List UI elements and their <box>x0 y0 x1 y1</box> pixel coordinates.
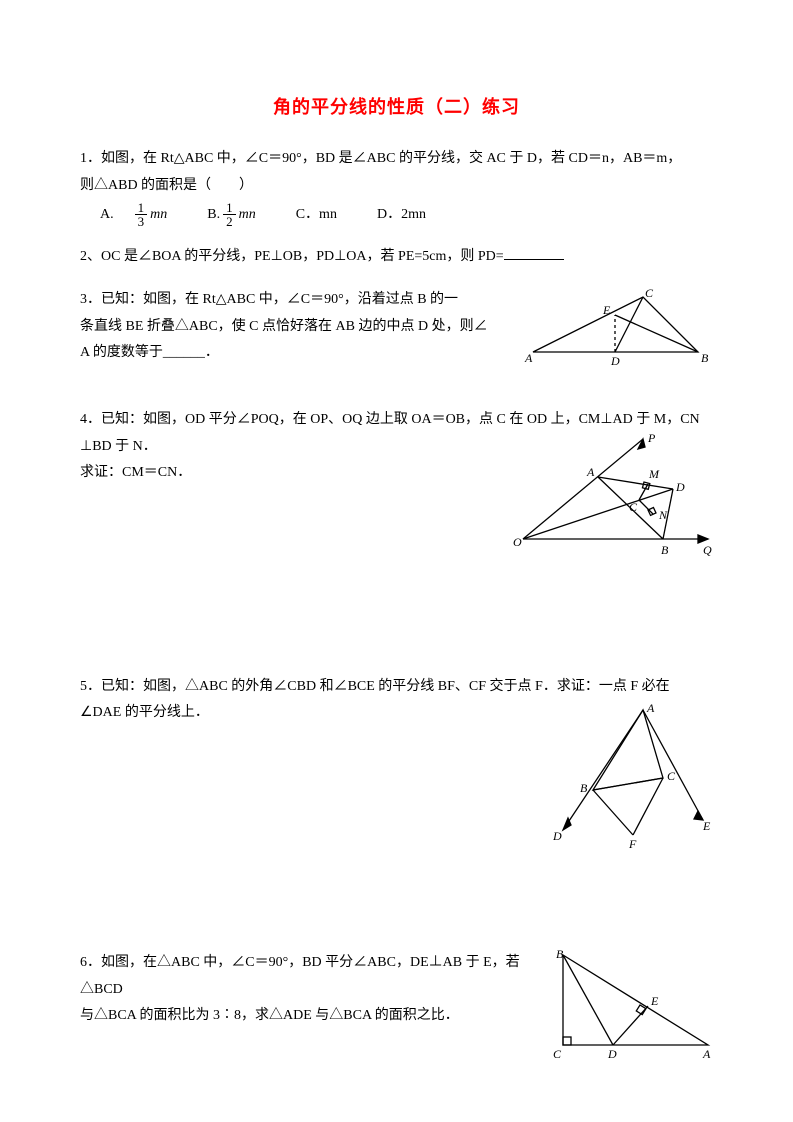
q1-option-c: C．mn <box>296 202 337 229</box>
question-5: 5．已知：如图，△ABC 的外角∠CBD 和∠BCE 的平分线 BF、CF 交于… <box>80 674 713 851</box>
q6-l2: 与△BCA 的面积比为 3∶8，求△ADE 与△BCA 的面积之比． <box>80 1003 541 1030</box>
question-4: 4．已知：如图，OD 平分∠POQ，在 OP、OQ 边上取 OA＝OB，点 C … <box>80 407 713 564</box>
frac-num: 1 <box>223 201 236 215</box>
svg-text:C: C <box>667 769 676 783</box>
svg-text:A: A <box>646 701 655 715</box>
svg-text:B: B <box>661 543 669 557</box>
q2-text: 2、OC 是∠BOA 的平分线，PE⊥OB，PD⊥OA，若 PE=5cm，则 P… <box>80 249 504 264</box>
svg-text:E: E <box>702 819 711 833</box>
frac-den: 3 <box>135 215 148 228</box>
svg-text:C: C <box>645 287 654 300</box>
q1-option-a: A. 1 3 mn <box>100 201 167 228</box>
figure-6: A B C D E <box>553 950 713 1060</box>
q1-option-b: B. 1 2 mn <box>207 201 255 228</box>
page-title: 角的平分线的性质（二）练习 <box>80 90 713 124</box>
svg-text:E: E <box>602 303 611 317</box>
question-3: 3．已知：如图，在 Rt△ABC 中，∠C＝90°，沿着过点 B 的一 条直线 … <box>80 287 713 367</box>
svg-text:A: A <box>702 1047 711 1060</box>
fraction-icon: 1 3 <box>135 201 148 228</box>
q3-l1: 3．已知：如图，在 Rt△ABC 中，∠C＝90°，沿着过点 B 的一 <box>80 287 511 314</box>
svg-text:B: B <box>701 351 709 365</box>
q4-l3: 求证：CM＝CN． <box>80 460 501 487</box>
opt-b-label: B. <box>207 202 220 229</box>
q1-line1: 1．如图，在 Rt△ABC 中，∠C＝90°，BD 是∠ABC 的平分线，交 A… <box>80 146 713 173</box>
opt-a-tail: mn <box>150 202 167 229</box>
frac-den: 2 <box>223 215 236 228</box>
opt-a-label: A. <box>100 202 114 229</box>
svg-text:D: D <box>610 354 620 367</box>
question-2: 2、OC 是∠BOA 的平分线，PE⊥OB，PD⊥OA，若 PE=5cm，则 P… <box>80 244 713 271</box>
blank-line <box>504 245 564 260</box>
svg-text:C: C <box>553 1047 562 1060</box>
svg-text:A: A <box>524 351 533 365</box>
q5-l2: ∠DAE 的平分线上． <box>80 700 541 727</box>
svg-text:B: B <box>556 950 564 961</box>
svg-text:Q: Q <box>703 543 712 557</box>
svg-text:F: F <box>628 837 637 850</box>
q6-l1: 6．如图，在△ABC 中，∠C＝90°，BD 平分∠ABC，DE⊥AB 于 E，… <box>80 950 541 1003</box>
q3-l2: 条直线 BE 折叠△ABC，使 C 点恰好落在 AB 边的中点 D 处，则∠ <box>80 314 511 341</box>
opt-b-tail: mn <box>239 202 256 229</box>
figure-5: A B C D E F <box>553 700 713 850</box>
svg-text:D: D <box>607 1047 617 1060</box>
svg-text:B: B <box>580 781 588 795</box>
figure-3: A B C D E <box>523 287 713 367</box>
q3-l3: A 的度数等于______． <box>80 340 511 367</box>
question-6: 6．如图，在△ABC 中，∠C＝90°，BD 平分∠ABC，DE⊥AB 于 E，… <box>80 950 713 1060</box>
svg-text:C: C <box>629 500 638 514</box>
svg-text:D: D <box>675 480 685 494</box>
svg-text:A: A <box>586 465 595 479</box>
svg-text:E: E <box>650 994 659 1008</box>
svg-text:N: N <box>658 508 668 522</box>
question-1: 1．如图，在 Rt△ABC 中，∠C＝90°，BD 是∠ABC 的平分线，交 A… <box>80 146 713 228</box>
q5-l1: 5．已知：如图，△ABC 的外角∠CBD 和∠BCE 的平分线 BF、CF 交于… <box>80 674 713 701</box>
frac-num: 1 <box>135 201 148 215</box>
q4-l2: ⊥BD 于 N． <box>80 434 501 461</box>
svg-text:P: P <box>647 434 656 445</box>
q4-l1: 4．已知：如图，OD 平分∠POQ，在 OP、OQ 边上取 OA＝OB，点 C … <box>80 407 713 434</box>
svg-text:D: D <box>553 829 562 843</box>
q1-option-d: D．2mn <box>377 202 426 229</box>
svg-text:M: M <box>648 467 660 481</box>
fraction-icon: 1 2 <box>223 201 236 228</box>
q1-line2: 则△ABD 的面积是（ ） <box>80 173 713 200</box>
figure-4: O P Q A B C D M N <box>513 434 713 564</box>
svg-text:O: O <box>513 535 522 549</box>
q1-options: A. 1 3 mn B. 1 2 mn C．mn D．2mn <box>80 201 713 228</box>
